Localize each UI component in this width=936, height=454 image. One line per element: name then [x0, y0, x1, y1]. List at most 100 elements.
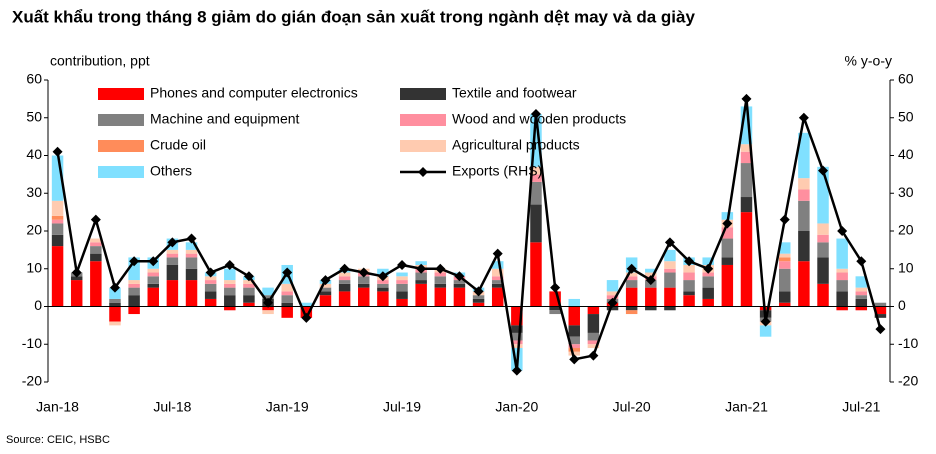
bar-segment — [185, 268, 198, 281]
bar-segment — [530, 242, 542, 307]
bar-segment — [511, 332, 523, 341]
bar-segment — [530, 181, 542, 205]
bar-segment — [166, 264, 179, 281]
bar-segment — [625, 310, 638, 315]
bar-segment — [358, 276, 370, 284]
bar-segment — [377, 283, 389, 288]
bar-segment — [396, 272, 408, 277]
line-marker — [511, 365, 522, 376]
line-marker — [416, 263, 427, 274]
y2-tick-label: 30 — [898, 184, 914, 200]
legend-label: Others — [150, 163, 192, 179]
bar-segment — [779, 291, 791, 303]
legend-swatch — [400, 114, 446, 126]
bar-segment — [798, 178, 810, 190]
line-marker — [588, 350, 599, 361]
bar-segment — [434, 283, 447, 288]
bar-segment — [606, 280, 619, 292]
bar-segment — [568, 351, 580, 356]
line-marker — [741, 93, 752, 104]
bar-segment — [779, 242, 791, 254]
bar-segment — [90, 242, 102, 247]
bar-segment — [147, 287, 159, 307]
line-marker — [339, 263, 350, 274]
bar-segment — [415, 280, 427, 284]
bar-segment — [338, 291, 351, 307]
bar-segment — [166, 249, 179, 254]
bar-segment — [530, 113, 542, 167]
bar-segment — [587, 332, 600, 341]
bar-segment — [798, 189, 810, 201]
bar-segment — [874, 314, 887, 318]
bar-segment — [224, 306, 236, 311]
bar-segment — [721, 227, 734, 239]
bar-segment — [511, 306, 523, 326]
bar-segment — [702, 287, 714, 299]
bar-segment — [243, 287, 255, 296]
bar-segment — [319, 295, 332, 307]
bar-segment — [396, 283, 408, 292]
bar-segment — [817, 234, 829, 243]
y2-tick-label: 20 — [898, 222, 914, 238]
bar-segment — [817, 283, 829, 307]
bar-segment — [377, 280, 389, 284]
y2-tick-label: 60 — [898, 71, 914, 87]
line-marker — [148, 256, 159, 267]
bar-segment — [185, 253, 198, 258]
bar-segment — [798, 231, 810, 262]
line-marker — [626, 263, 637, 274]
line-marker — [109, 282, 120, 293]
x-tick-label: Jan-18 — [36, 399, 79, 415]
bar-segment — [683, 291, 695, 296]
bar-segment — [338, 276, 351, 281]
legend-swatch — [98, 114, 144, 126]
x-tick-label: Jul-19 — [383, 399, 421, 415]
bar-segment — [358, 283, 370, 288]
line-marker — [856, 256, 867, 267]
bar-segment — [224, 287, 236, 296]
bar-segment — [779, 302, 791, 307]
legend-swatch — [98, 88, 144, 100]
bar-segment — [472, 302, 485, 307]
bar-segment — [338, 272, 351, 277]
bar-segment — [721, 257, 734, 265]
bar-segment — [817, 223, 829, 235]
y-axis-label: contribution, ppt — [50, 53, 150, 69]
bar-segment — [472, 295, 485, 299]
bar-segment — [855, 291, 868, 296]
bar-segment — [702, 276, 714, 288]
y-tick-label: 0 — [34, 297, 42, 313]
x-tick-label: Jul-20 — [613, 399, 651, 415]
bar-segment — [243, 302, 255, 307]
y2-tick-label: 50 — [898, 108, 914, 124]
bar-segment — [147, 268, 159, 273]
bar-segment — [855, 276, 868, 288]
bar-segment — [855, 306, 868, 311]
bar-segment — [664, 261, 676, 269]
bar-segment — [204, 283, 217, 292]
bar-segment — [70, 276, 83, 281]
bar-segment — [740, 106, 753, 145]
bar-segment — [491, 276, 504, 281]
x-tick-label: Jan-21 — [725, 399, 768, 415]
bar-segment — [90, 253, 102, 262]
bar-segment — [779, 268, 791, 292]
bar-segment — [185, 280, 198, 307]
bar-segment — [204, 298, 217, 307]
bar-segment — [319, 291, 332, 296]
bar-segment — [798, 200, 810, 231]
bar-segment — [798, 132, 810, 179]
bar-segment — [243, 283, 255, 288]
bar-segment — [664, 272, 676, 288]
bar-segment — [224, 283, 236, 288]
bar-segment — [683, 280, 695, 292]
bar-segment — [645, 268, 657, 273]
bar-segment — [128, 295, 140, 307]
bar-segment — [568, 344, 580, 349]
bar-segment — [587, 340, 600, 345]
bar-segment — [434, 272, 447, 277]
bar-segment — [549, 291, 561, 307]
source: Source: CEIC, HSBC — [6, 434, 110, 446]
bar-segment — [109, 287, 121, 299]
bar-segment — [109, 321, 121, 326]
